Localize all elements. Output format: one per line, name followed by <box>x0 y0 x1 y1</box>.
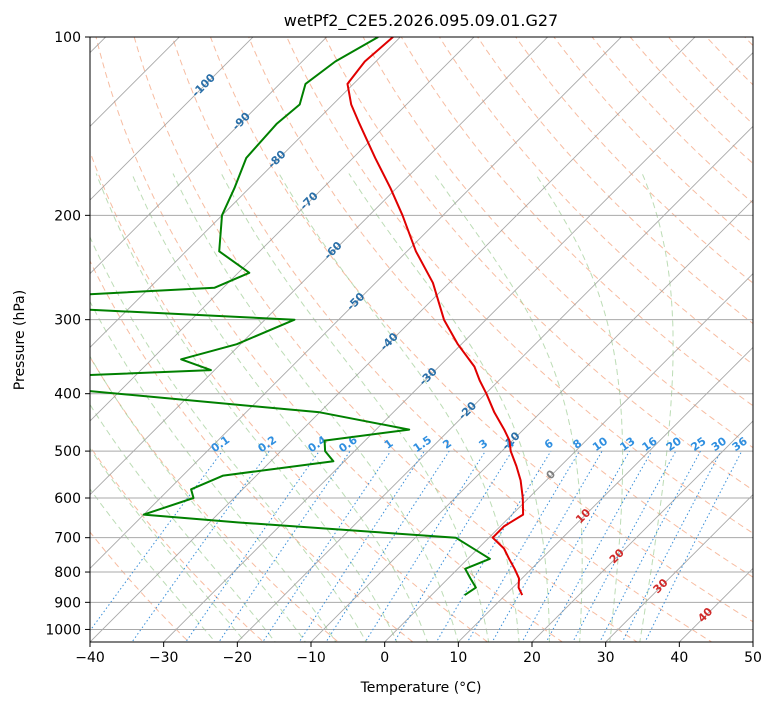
mixing-ratio-line <box>298 450 425 642</box>
isotherm-line <box>384 273 753 642</box>
x-tick-label: −20 <box>223 650 253 666</box>
moist-adiabat <box>90 403 276 642</box>
isotherm-line <box>90 37 254 201</box>
isotherm-line <box>236 125 753 642</box>
mixing-ratio-line <box>218 450 351 642</box>
mixing-ratio-line <box>393 450 513 642</box>
x-axis-ticks: −40 −30 −20 −10 0 10 20 30 40 50 <box>75 642 762 666</box>
x-tick-label: −40 <box>75 650 105 666</box>
mixing-ratio-line <box>466 450 580 642</box>
y-tick-label: 900 <box>54 595 81 611</box>
moist-adiabat <box>90 300 337 642</box>
mixing-ratio-line <box>364 450 486 642</box>
isotherm-line <box>310 199 753 642</box>
y-tick-label: 200 <box>54 208 81 224</box>
x-tick-label: 50 <box>744 650 762 666</box>
y-tick-label: 300 <box>54 313 81 329</box>
y-axis-title: Pressure (hPa) <box>12 290 28 390</box>
mixing-ratio-line <box>572 450 677 642</box>
x-tick-label: 40 <box>670 650 688 666</box>
moist-adiabat <box>90 355 307 642</box>
y-tick-label: 400 <box>54 387 81 403</box>
x-tick-label: 30 <box>597 650 615 666</box>
moist-adiabat <box>90 488 216 642</box>
dry-adiabat <box>286 37 753 534</box>
plot-frame <box>89 36 754 643</box>
moist-adiabat <box>534 173 624 642</box>
dry-adiabat <box>400 37 753 407</box>
dry-adiabat <box>171 37 713 642</box>
isotherm-line <box>457 346 753 642</box>
y-tick-label: 600 <box>54 491 81 507</box>
chart-title: wetPf2_C2E5.2026.095.09.01.G27 <box>284 11 558 31</box>
dry-adiabat <box>90 445 265 642</box>
isotherm-line <box>90 37 622 569</box>
x-tick-label: 0 <box>380 650 389 666</box>
x-tick-label: 10 <box>449 650 467 666</box>
isotherm-line <box>90 37 328 275</box>
y-tick-label: 700 <box>54 531 81 547</box>
y-tick-label: 100 <box>54 30 81 46</box>
y-tick-label: 800 <box>54 565 81 581</box>
dry-adiabat <box>438 37 753 366</box>
x-tick-label: −30 <box>149 650 179 666</box>
mixing-ratio-line <box>325 450 450 642</box>
isotherm-line <box>90 37 549 496</box>
moist-adiabat <box>433 173 583 642</box>
mixing-ratio-line <box>262 450 392 642</box>
mixing-ratio-line <box>491 450 603 642</box>
moist-adiabat <box>278 173 520 642</box>
mixing-ratio-line <box>599 450 701 642</box>
background-lines <box>90 37 753 642</box>
moist-adiabat <box>131 173 429 642</box>
y-axis-ticks: 100 200 300 400 500 600 700 800 900 1000 <box>45 30 90 638</box>
isotherm-line <box>90 37 696 642</box>
dry-adiabat <box>477 37 753 325</box>
dry-adiabat <box>90 259 414 642</box>
dry-adiabat <box>95 37 564 642</box>
moist-adiabat <box>639 173 674 642</box>
moist-adiabat <box>172 173 459 642</box>
temperature-profile-line <box>346 37 525 596</box>
dry-adiabat <box>90 531 190 642</box>
moist-adiabat <box>95 173 398 642</box>
y-tick-label: 1000 <box>45 622 81 638</box>
dry-adiabat <box>133 37 638 642</box>
x-tick-label: 20 <box>523 650 541 666</box>
isotherm-line <box>90 37 475 422</box>
mixing-ratio-line <box>131 450 270 642</box>
isotherm-line <box>605 494 753 642</box>
moist-adiabat <box>90 235 367 642</box>
moist-adiabat <box>348 173 550 642</box>
dewpoint-profile-line <box>90 37 491 596</box>
x-axis-title: Temperature (°C) <box>360 680 482 696</box>
isotherm-line <box>163 52 753 642</box>
isotherm-line <box>90 37 401 348</box>
mixing-ratio-line <box>545 450 653 642</box>
y-tick-label: 500 <box>54 444 81 460</box>
dry-adiabat <box>90 356 340 642</box>
moist-adiabat <box>90 447 246 642</box>
x-tick-label: −10 <box>296 650 326 666</box>
dry-adiabat <box>248 37 753 578</box>
dry-adiabat <box>209 37 753 623</box>
isotherm-line <box>531 420 753 642</box>
sounding-profiles <box>90 37 525 596</box>
